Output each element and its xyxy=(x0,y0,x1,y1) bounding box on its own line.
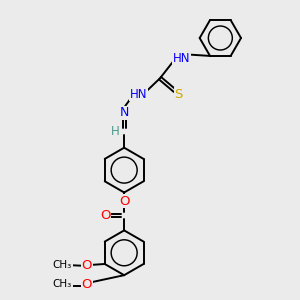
Text: CH₃: CH₃ xyxy=(53,260,72,270)
Text: H: H xyxy=(111,125,119,138)
Text: O: O xyxy=(119,195,129,208)
Text: O: O xyxy=(82,259,92,272)
Text: HN: HN xyxy=(173,52,190,64)
Text: CH₃: CH₃ xyxy=(53,279,72,290)
Text: HN: HN xyxy=(130,88,147,100)
Text: O: O xyxy=(100,209,111,222)
Text: N: N xyxy=(119,106,129,119)
Text: O: O xyxy=(82,278,92,291)
Text: S: S xyxy=(175,88,183,100)
